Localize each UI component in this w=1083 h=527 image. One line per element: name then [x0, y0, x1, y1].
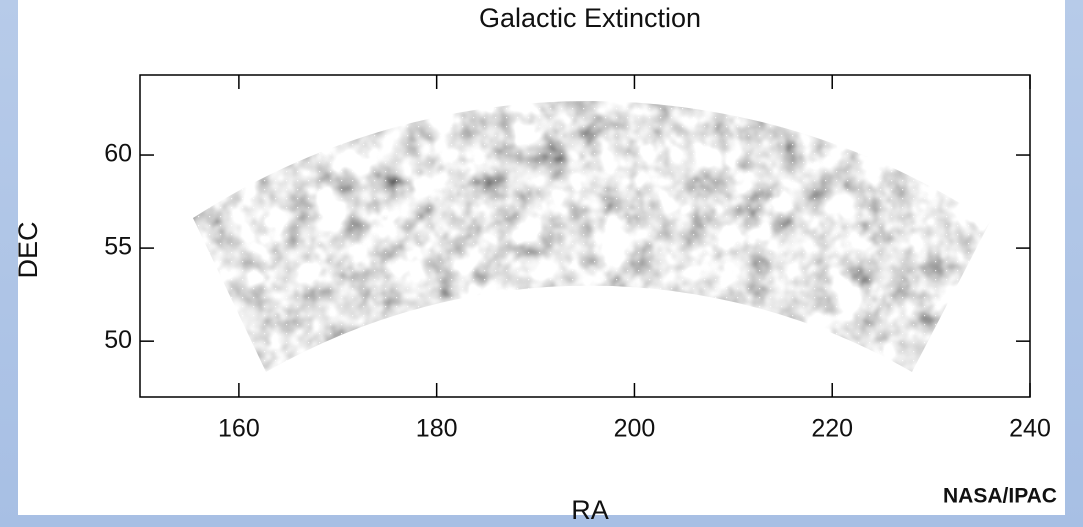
y-tick-label: 55	[104, 233, 132, 261]
y-tick-label: 60	[104, 140, 132, 168]
y-axis-label: DEC	[13, 221, 43, 278]
x-tick-label: 220	[811, 415, 853, 443]
chart-title: Galactic Extinction	[479, 3, 701, 33]
y-tick-label: 50	[104, 326, 132, 354]
x-tick-label: 200	[614, 415, 656, 443]
x-axis-label: RA	[571, 495, 609, 525]
x-tick-label: 180	[416, 415, 458, 443]
x-tick-label: 240	[1009, 415, 1051, 443]
credit: NASA/IPAC	[943, 485, 1057, 508]
plot-frame	[139, 74, 1031, 398]
x-tick-label: 160	[218, 415, 260, 443]
